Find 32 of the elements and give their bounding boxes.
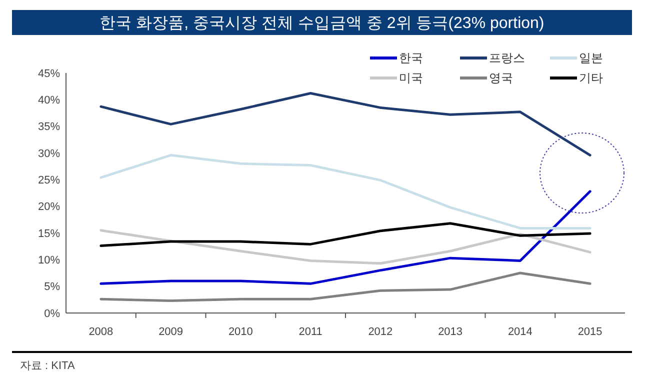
y-tick-label: 45%: [38, 68, 60, 80]
line-series: [100, 92, 592, 156]
y-tick-label: 20%: [38, 201, 60, 214]
y-tick-label: 30%: [38, 148, 60, 160]
line-series: [100, 229, 592, 265]
x-tick-label: 2015: [578, 326, 602, 338]
chart-title: 한국 화장품, 중국시장 전체 수입금액 중 2위 등극(23% portion): [100, 15, 544, 32]
line-series: [100, 272, 592, 302]
y-tick-label: 40%: [38, 94, 60, 107]
text: 자료 : KITA: [20, 360, 76, 372]
line-series: [100, 222, 592, 248]
y-tick-label: 10%: [38, 254, 60, 267]
legend-label: 일본: [579, 51, 603, 66]
x-tick-label: 2014: [508, 326, 532, 338]
x-tick-label: 2010: [228, 326, 253, 338]
x-tick-label: 2008: [88, 326, 114, 338]
y-tick-label: 25%: [38, 174, 60, 187]
y-tick-label: 35%: [38, 121, 60, 134]
line-series: [100, 190, 592, 285]
x-tick-label: 2009: [158, 326, 184, 338]
x-tick-label: 2013: [438, 326, 463, 338]
legend-label: 프랑스: [489, 51, 525, 66]
y-tick-label: 5%: [44, 281, 60, 294]
y-tick-label: 15%: [38, 228, 60, 240]
legend-label: 한국: [399, 51, 423, 66]
legend-label: 영국: [489, 71, 513, 86]
legend-label: 기타: [579, 71, 603, 86]
x-tick-label: 2012: [368, 326, 393, 338]
x-tick-label: 2011: [298, 326, 322, 338]
legend-label: 미국: [399, 71, 423, 86]
y-tick-label: 0%: [44, 308, 60, 320]
line-series: [100, 154, 592, 230]
